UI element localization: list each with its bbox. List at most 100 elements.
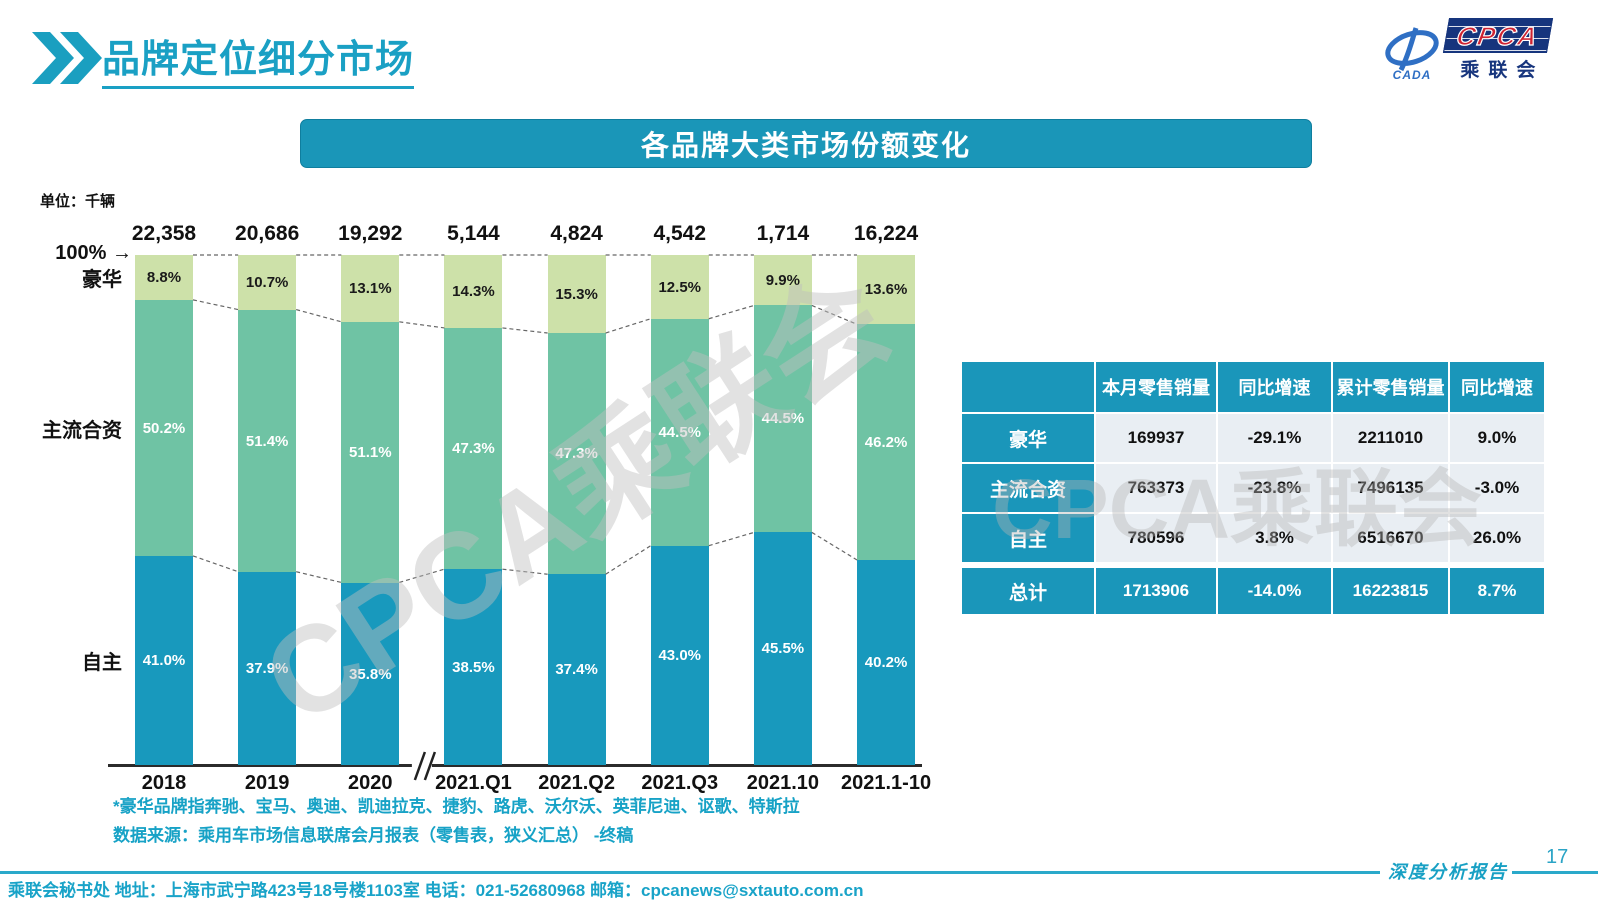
segment-主流合资: 50.2% xyxy=(135,300,193,556)
bar-2019: 10.7% 51.4% 37.9% xyxy=(238,255,297,765)
data-cell: 8.7% xyxy=(1450,568,1544,614)
segment-自主: 37.4% xyxy=(547,574,606,765)
data-cell: 2211010 xyxy=(1333,414,1448,462)
segment-value-label: 13.6% xyxy=(864,281,908,298)
segment-value-label: 43.0% xyxy=(658,647,702,664)
segment-主流合资: 47.3% xyxy=(547,333,606,574)
bar-total-label: 19,292 xyxy=(338,222,403,245)
footnote-data-source: 数据来源：乘用车市场信息联席会月报表（零售表，狭义汇总） -终稿 xyxy=(113,826,634,845)
x-axis-label: 2021.Q3 xyxy=(641,772,719,794)
row-label-cell: 自主 xyxy=(962,514,1094,562)
data-cell: 26.0% xyxy=(1450,514,1544,562)
segment-value-label: 44.5% xyxy=(761,410,805,427)
data-cell: 9.0% xyxy=(1450,414,1544,462)
segment-自主: 38.5% xyxy=(444,569,503,765)
footnote-luxury-brands: *豪华品牌指奔驰、宝马、奥迪、凯迪拉克、捷豹、路虎、沃尔沃、英菲尼迪、讴歌、特斯… xyxy=(113,797,800,816)
x-axis-label: 2020 xyxy=(348,772,393,794)
segment-豪华: 9.9% xyxy=(753,255,812,305)
segment-自主: 40.2% xyxy=(857,560,916,765)
bar-total-label: 5,144 xyxy=(447,222,500,245)
bar-total-label: 4,542 xyxy=(653,222,707,245)
footer-rule xyxy=(0,871,1380,874)
bar-2020: 13.1% 51.1% 35.8% xyxy=(341,255,400,765)
segment-value-label: 47.3% xyxy=(452,440,495,457)
segment-自主: 37.9% xyxy=(238,572,297,765)
segment-主流合资: 51.1% xyxy=(341,322,400,583)
series-label-主流合资: 主流合资 xyxy=(42,419,122,442)
bar-2021.Q1: 14.3% 47.3% 38.5% xyxy=(444,255,503,765)
bar-2018: 8.8% 50.2% 41.0% xyxy=(135,255,193,765)
footer-rule-right xyxy=(1512,871,1598,874)
segment-value-label: 12.5% xyxy=(658,278,702,296)
series-label-自主: 自主 xyxy=(82,652,122,675)
bar-2021.10: 9.9% 44.5% 45.5% xyxy=(753,255,812,765)
x-axis-label: 2019 xyxy=(244,772,290,794)
row-label-cell: 主流合资 xyxy=(962,464,1094,512)
table-header-cell xyxy=(962,362,1094,412)
segment-value-label: 35.8% xyxy=(349,665,392,683)
page-number: 17 xyxy=(1546,846,1569,868)
segment-主流合资: 46.2% xyxy=(857,324,916,560)
report-series-label: 深度分析报告 xyxy=(1388,862,1508,882)
segment-value-label: 14.3% xyxy=(452,283,495,300)
segment-主流合资: 44.5% xyxy=(650,319,709,546)
double-chevron-icon xyxy=(30,32,104,89)
segment-豪华: 14.3% xyxy=(444,255,503,328)
bar-2021.1-10: 13.6% 46.2% 40.2% xyxy=(857,255,916,765)
bar-2021.Q3: 12.5% 44.5% 43.0% xyxy=(650,255,709,765)
segment-主流合资: 47.3% xyxy=(444,328,503,569)
bar-total-label: 20,686 xyxy=(235,222,300,245)
segment-value-label: 51.1% xyxy=(349,444,392,461)
sales-table: 本月零售销量 同比增速 累计零售销量 同比增速 豪华 169937 -29.1% 221101… xyxy=(962,362,1544,614)
table-row-主流合资: 主流合资 763373 -23.8% 7496135 -3.0% xyxy=(962,464,1544,512)
segment-value-label: 38.5% xyxy=(452,658,495,676)
bar-total-label: 16,224 xyxy=(853,222,919,245)
cpca-chinese-name: 乘联会 xyxy=(1460,60,1545,81)
segment-value-label: 37.9% xyxy=(245,660,289,677)
bar-total-label: 4,824 xyxy=(550,222,603,245)
segment-豪华: 15.3% xyxy=(547,255,606,333)
data-cell: 16223815 xyxy=(1333,568,1448,614)
chart-title-banner: 各品牌大类市场份额变化 xyxy=(300,119,1312,168)
data-cell: 1713906 xyxy=(1096,568,1216,614)
segment-value-label: 41.0% xyxy=(142,652,186,669)
x-axis-line xyxy=(108,764,922,767)
table-header-cell: 本月零售销量 xyxy=(1096,362,1216,412)
segment-value-label: 13.1% xyxy=(349,280,392,297)
segment-主流合资: 44.5% xyxy=(753,305,812,532)
segment-value-label: 51.4% xyxy=(245,432,289,450)
segment-豪华: 13.1% xyxy=(341,255,400,322)
segment-主流合资: 51.4% xyxy=(238,310,297,572)
table-row-总计: 总计 1713906 -14.0% 16223815 8.7% xyxy=(962,568,1544,614)
table-header-row: 本月零售销量 同比增速 累计零售销量 同比增速 xyxy=(962,362,1544,412)
segment-value-label: 9.9% xyxy=(765,271,800,289)
table-header-cell: 同比增速 xyxy=(1218,362,1331,412)
segment-value-label: 47.3% xyxy=(555,445,598,462)
cpca-logo: CADA CPCA 乘联会 xyxy=(1382,18,1553,82)
segment-value-label: 44.5% xyxy=(658,424,702,441)
data-cell: 763373 xyxy=(1096,464,1216,512)
data-cell: 3.8% xyxy=(1218,514,1331,562)
segment-value-label: 46.2% xyxy=(864,433,908,451)
data-cell: -14.0% xyxy=(1218,568,1331,614)
unit-label: 单位：千辆 xyxy=(40,193,116,210)
bar-2021.Q2: 15.3% 47.3% 37.4% xyxy=(547,255,606,765)
table-header-cell: 同比增速 xyxy=(1450,362,1544,412)
data-cell: -3.0% xyxy=(1450,464,1544,512)
bar-total-label: 22,358 xyxy=(131,222,197,245)
data-cell: -23.8% xyxy=(1218,464,1331,512)
page-title: 品牌定位细分市场 xyxy=(102,28,415,89)
table-header-cell: 累计零售销量 xyxy=(1333,362,1448,412)
data-cell: 780596 xyxy=(1096,514,1216,562)
bar-total-label: 1,714 xyxy=(756,222,810,245)
segment-自主: 41.0% xyxy=(135,556,193,765)
data-cell: 6516670 xyxy=(1333,514,1448,562)
segment-自主: 45.5% xyxy=(753,532,812,765)
data-cell: 7496135 xyxy=(1333,464,1448,512)
segment-豪华: 8.8% xyxy=(135,255,193,300)
x-axis-label: 2021.Q2 xyxy=(538,772,615,794)
row-label-cell: 总计 xyxy=(962,568,1094,614)
cada-swoosh-icon: CADA xyxy=(1382,26,1442,82)
